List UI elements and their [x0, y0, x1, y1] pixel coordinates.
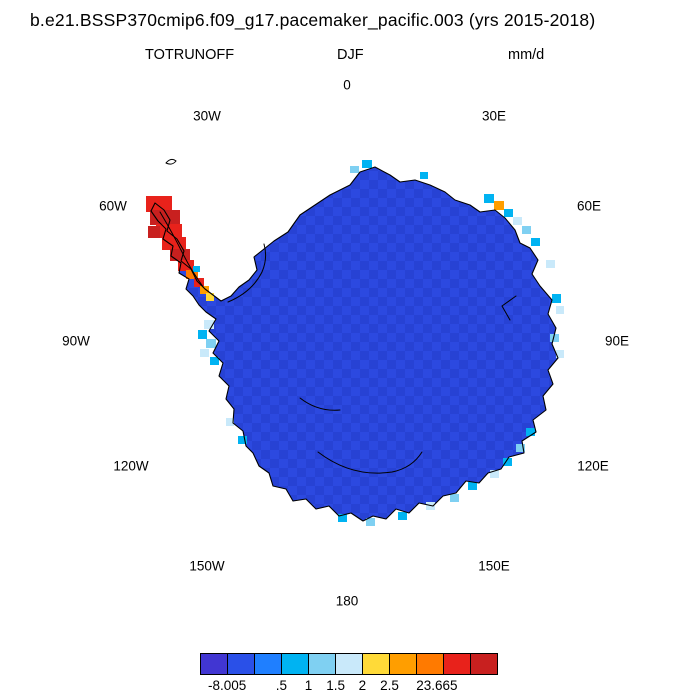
ross-shelf-contour	[317, 451, 423, 474]
map-cell	[546, 260, 555, 268]
map-cell	[186, 270, 198, 279]
map-cell	[156, 224, 182, 238]
colorbar-ticks: -8.005 .5 1 1.5 2 2.5 23.665	[200, 678, 498, 696]
map-cell	[468, 482, 477, 490]
amery-shelf-contour	[501, 295, 517, 321]
peninsula-spine-contour	[159, 211, 205, 289]
map-cell	[490, 470, 499, 478]
lon-label-90e: 90E	[604, 333, 630, 349]
map-cell	[503, 458, 512, 466]
antarctica-landmass	[151, 167, 558, 521]
map-cell	[526, 428, 535, 436]
colorbar-segment	[363, 654, 390, 674]
map-cell	[420, 172, 428, 179]
map-cell	[238, 436, 247, 444]
coastal-cells-layer	[146, 160, 564, 526]
map-cell	[552, 294, 561, 303]
map-cell	[226, 418, 234, 426]
colorbar-tick-label: -8.005	[207, 678, 247, 693]
map-cell	[338, 514, 347, 522]
map-cell	[522, 226, 531, 234]
colorbar-tick-label: 23.665	[416, 678, 458, 693]
lon-label-90w: 90W	[62, 333, 90, 349]
map-cell	[484, 194, 494, 203]
colorbar-segment	[309, 654, 336, 674]
map-cell	[398, 512, 407, 520]
map-cell	[362, 160, 372, 168]
map-cell	[450, 494, 459, 502]
map-cell	[200, 286, 209, 294]
units-label: mm/d	[508, 47, 545, 63]
lon-label-150w: 150W	[189, 558, 225, 574]
map-cell	[550, 334, 559, 342]
island-contour	[165, 158, 177, 165]
map-cell	[146, 196, 172, 212]
colorbar-tick-label: 1	[304, 678, 313, 693]
map-cell	[556, 306, 564, 314]
map-cell	[350, 166, 359, 173]
map-cell	[516, 444, 525, 452]
colorbar-segment	[471, 654, 497, 674]
lon-label-30w: 30W	[193, 108, 221, 124]
colorbar-segment	[201, 654, 228, 674]
lon-label-120e: 120E	[577, 458, 609, 474]
colorbar	[200, 653, 498, 675]
lon-label-180: 180	[335, 593, 359, 609]
map-cell	[162, 237, 186, 250]
map-cell	[531, 238, 540, 246]
colorbar-segment	[336, 654, 363, 674]
map-cell	[513, 217, 522, 225]
map-cell	[494, 201, 504, 210]
lon-label-150e: 150E	[478, 558, 510, 574]
colorbar-segment	[390, 654, 417, 674]
coastline-detail	[159, 158, 517, 474]
colorbar-segment	[255, 654, 282, 674]
map-cell	[170, 249, 190, 261]
colorbar-segment	[228, 654, 255, 674]
siple-coast-contour	[299, 397, 341, 411]
map-cell	[210, 357, 219, 365]
colorbar-tick-label: 1.5	[326, 678, 345, 693]
lon-label-0: 0	[343, 77, 351, 93]
lon-label-120w: 120W	[113, 458, 149, 474]
plot-title: b.e21.BSSP370cmip6.f09_g17.pacemaker_pac…	[30, 10, 596, 30]
map-cell	[198, 330, 207, 339]
colorbar-segment	[444, 654, 471, 674]
ronne-shelf-contour	[227, 243, 267, 303]
map-cell	[206, 339, 216, 348]
coastline-outline	[150, 166, 559, 522]
map-cell	[193, 266, 200, 272]
season-label: DJF	[337, 47, 364, 63]
map-cell	[200, 349, 209, 357]
lon-label-30e: 30E	[481, 108, 507, 124]
colorbar-tick-label: 2.5	[380, 678, 399, 693]
map-cell	[504, 209, 513, 217]
map-cell	[556, 350, 564, 358]
map-cell	[150, 210, 180, 225]
colorbar-segment	[282, 654, 309, 674]
variable-label: TOTRUNOFF	[145, 47, 235, 63]
colorbar-segment	[417, 654, 444, 674]
colorbar-tick-label: 2	[358, 678, 367, 693]
map-cell	[204, 320, 214, 329]
map-cell	[206, 293, 214, 301]
colorbar-tick-label: .5	[275, 678, 287, 693]
lon-label-60e: 60E	[576, 198, 602, 214]
map-cell	[366, 518, 375, 526]
map-cell	[148, 226, 160, 238]
lon-label-60w: 60W	[99, 198, 127, 214]
